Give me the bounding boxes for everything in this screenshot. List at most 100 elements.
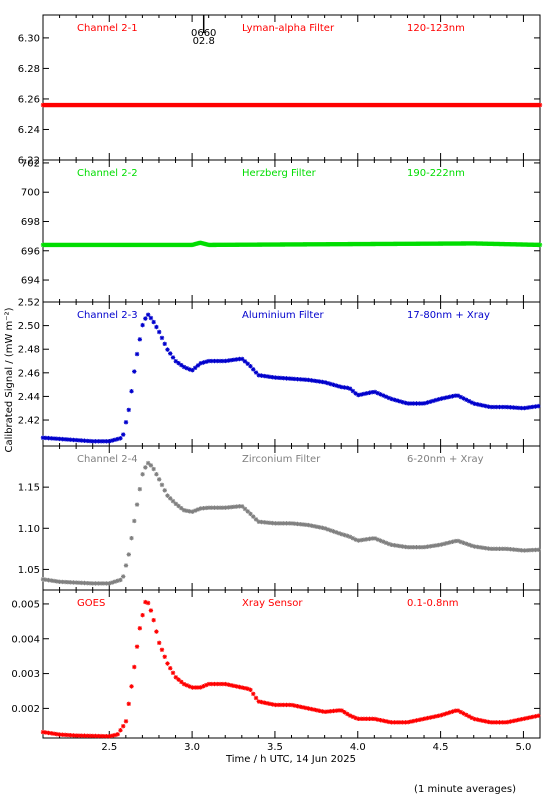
data-point bbox=[408, 401, 414, 406]
data-point bbox=[386, 541, 392, 547]
data-point bbox=[223, 505, 228, 510]
data-point bbox=[414, 718, 419, 723]
data-point bbox=[134, 351, 140, 357]
filter-label: Herzberg Filter bbox=[242, 168, 317, 179]
data-point bbox=[480, 545, 486, 550]
data-point bbox=[466, 714, 472, 719]
data-point bbox=[195, 685, 201, 690]
band-label: 0.1-0.8nm bbox=[407, 598, 459, 609]
data-point bbox=[356, 538, 361, 543]
data-point bbox=[298, 704, 303, 709]
data-point bbox=[71, 437, 76, 443]
data-point bbox=[181, 364, 187, 370]
data-point bbox=[118, 728, 123, 733]
data-point bbox=[383, 394, 389, 399]
data-point bbox=[314, 378, 320, 384]
data-point bbox=[331, 708, 336, 714]
data-point bbox=[278, 521, 284, 526]
data-point bbox=[533, 547, 538, 553]
data-point bbox=[273, 521, 278, 526]
data-point bbox=[502, 720, 508, 725]
data-point bbox=[40, 577, 46, 582]
data-point bbox=[292, 376, 297, 382]
data-point bbox=[309, 378, 314, 383]
data-point bbox=[123, 563, 129, 568]
data-point bbox=[87, 733, 93, 739]
data-point bbox=[226, 358, 231, 363]
data-point bbox=[464, 712, 469, 718]
data-point bbox=[65, 732, 71, 738]
data-point bbox=[441, 395, 447, 401]
data-point bbox=[223, 681, 228, 687]
data-point bbox=[206, 358, 212, 364]
data-point bbox=[536, 403, 541, 409]
data-point bbox=[98, 581, 104, 586]
data-point bbox=[450, 394, 455, 399]
data-point bbox=[145, 600, 151, 606]
data-point bbox=[353, 715, 358, 721]
data-point bbox=[184, 508, 190, 513]
data-point bbox=[325, 709, 331, 714]
data-point bbox=[151, 319, 156, 325]
data-point bbox=[537, 102, 543, 108]
data-point bbox=[60, 436, 65, 442]
y-tick-label: 6.28 bbox=[18, 64, 40, 75]
data-point bbox=[46, 435, 51, 441]
data-point bbox=[375, 390, 380, 396]
data-point bbox=[513, 718, 519, 723]
data-point bbox=[170, 670, 176, 676]
data-point bbox=[57, 732, 62, 737]
data-point bbox=[292, 521, 297, 526]
data-point bbox=[472, 716, 477, 722]
data-point bbox=[350, 714, 356, 719]
data-point bbox=[408, 719, 414, 724]
data-point bbox=[436, 542, 441, 548]
data-point bbox=[458, 709, 463, 715]
data-point bbox=[112, 579, 118, 584]
data-point bbox=[453, 393, 458, 398]
data-point bbox=[262, 373, 267, 379]
data-point bbox=[85, 733, 90, 738]
data-point bbox=[505, 546, 510, 552]
data-point bbox=[195, 507, 201, 512]
data-point bbox=[527, 715, 533, 720]
data-point bbox=[300, 705, 306, 710]
data-point bbox=[372, 389, 378, 395]
data-point bbox=[253, 370, 259, 375]
data-point bbox=[248, 687, 253, 693]
data-point bbox=[524, 548, 530, 553]
data-point bbox=[264, 520, 270, 525]
data-point bbox=[201, 360, 206, 365]
data-point bbox=[483, 545, 488, 551]
data-point bbox=[364, 716, 369, 722]
data-point bbox=[480, 403, 486, 408]
data-point bbox=[198, 506, 203, 511]
y-tick-label: 2.52 bbox=[18, 298, 40, 309]
data-point bbox=[500, 404, 505, 410]
data-point bbox=[372, 716, 378, 722]
data-point bbox=[417, 545, 422, 550]
data-point bbox=[405, 401, 411, 406]
data-point bbox=[292, 703, 297, 708]
data-point bbox=[49, 578, 54, 583]
data-point bbox=[165, 661, 170, 666]
data-point bbox=[389, 542, 394, 548]
y-tick-label: 702 bbox=[21, 158, 40, 169]
data-point bbox=[289, 521, 295, 526]
data-point bbox=[392, 720, 397, 725]
data-point bbox=[201, 506, 206, 511]
channel-label: GOES bbox=[77, 598, 105, 609]
data-point bbox=[242, 685, 248, 691]
data-point bbox=[347, 713, 353, 718]
data-point bbox=[428, 715, 433, 720]
annotation-label: 02.8 bbox=[193, 36, 215, 47]
data-point bbox=[477, 545, 483, 550]
data-point bbox=[87, 438, 93, 444]
y-tick-label: 1.10 bbox=[18, 524, 40, 535]
data-point bbox=[96, 581, 101, 586]
data-point bbox=[151, 466, 156, 472]
data-point bbox=[322, 709, 328, 715]
data-point bbox=[334, 383, 339, 388]
data-point bbox=[303, 377, 309, 382]
